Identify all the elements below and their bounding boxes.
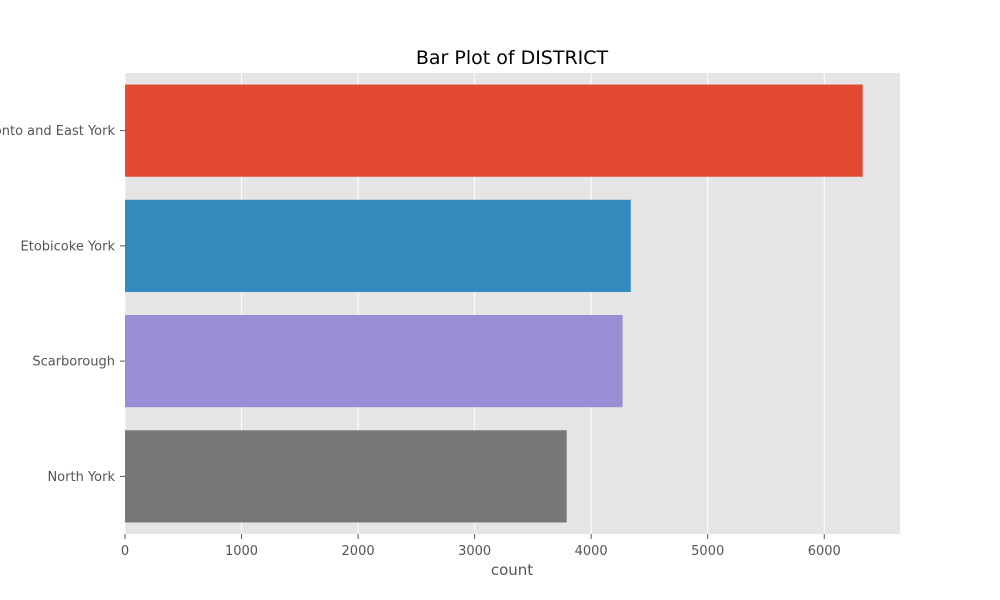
x-tick-label: 2000 <box>342 544 375 559</box>
y-tick-label: Etobicoke York <box>21 239 116 254</box>
x-tick-label: 3000 <box>458 544 491 559</box>
y-tick-label: Scarborough <box>32 355 115 370</box>
y-axis-ticks: Toronto and East York Etobicoke York Scarb… <box>0 124 125 485</box>
x-axis-label: count <box>491 561 533 579</box>
bars <box>125 84 863 523</box>
chart-title: Bar Plot of DISTRICT <box>416 47 609 69</box>
bar <box>125 199 631 292</box>
y-tick-label: Toronto and East York <box>0 124 115 139</box>
bar <box>125 315 623 408</box>
bar <box>125 430 567 523</box>
y-tick-label: North York <box>47 470 115 485</box>
x-tick-label: 0 <box>121 544 129 559</box>
x-tick-label: 5000 <box>691 544 724 559</box>
x-tick-label: 6000 <box>808 544 841 559</box>
x-tick-label: 1000 <box>225 544 258 559</box>
x-axis-ticks: 0 1000 2000 3000 4000 5000 6000 <box>121 534 841 559</box>
bar <box>125 84 863 177</box>
x-tick-label: 4000 <box>575 544 608 559</box>
